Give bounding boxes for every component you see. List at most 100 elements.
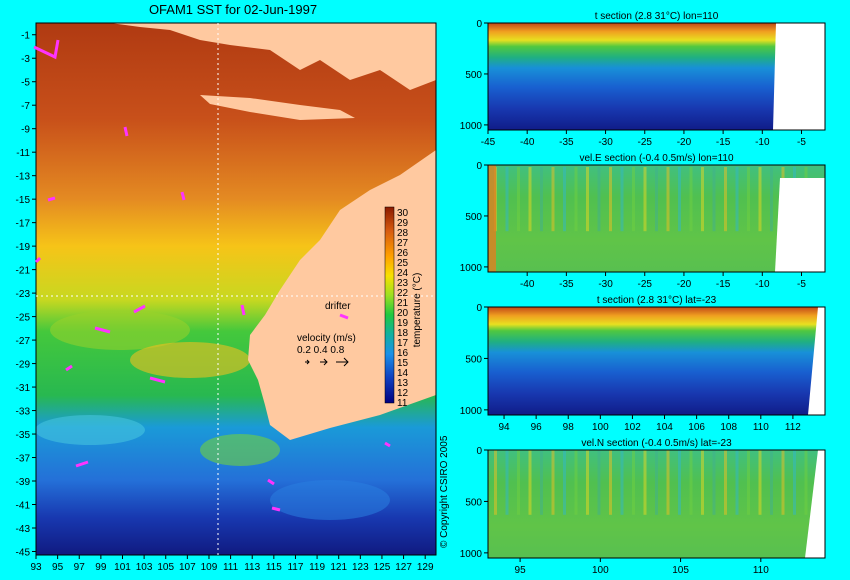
velocity-stripe bbox=[735, 450, 739, 515]
eddy-feature bbox=[270, 480, 390, 520]
velocity-stripe bbox=[597, 167, 601, 232]
velocity-stripe bbox=[574, 450, 578, 515]
velocity-stripe bbox=[563, 450, 566, 515]
velocity-stripe bbox=[517, 450, 520, 515]
x-tick-label: 97 bbox=[74, 562, 86, 573]
velocity-stripe bbox=[793, 450, 796, 515]
velocity-stripe bbox=[747, 167, 750, 232]
velocity-stripe bbox=[678, 167, 681, 232]
map-y-axis: -1 -3 -5 -7 -9 -11 -13 -15 -17 -19 -21 -23 -25 -27 -29… bbox=[16, 31, 36, 558]
drifter-track bbox=[65, 364, 73, 372]
velocity-stripe bbox=[666, 450, 670, 515]
y-tick-label: -35 bbox=[16, 430, 31, 441]
arrow-0.8 bbox=[336, 357, 349, 367]
drifter-track bbox=[267, 478, 275, 486]
y-tick-label: -5 bbox=[21, 78, 30, 89]
colorbar-tick-label: 11 bbox=[397, 398, 408, 409]
drifter-track bbox=[123, 126, 129, 137]
velocity-stripe bbox=[551, 167, 555, 232]
drifter-track bbox=[149, 376, 166, 384]
x-tick-label: 119 bbox=[309, 562, 325, 573]
velocity-stripe bbox=[540, 450, 543, 515]
velocity-stripe bbox=[632, 450, 635, 515]
y-tick-label: -43 bbox=[16, 524, 31, 535]
y-tick-label: 1000 bbox=[460, 406, 483, 417]
colorbar-tick-label: 24 bbox=[397, 268, 409, 279]
y-tick-label: -1 bbox=[21, 31, 30, 42]
section-frame bbox=[487, 22, 826, 131]
colorbar-tick-label: 25 bbox=[397, 258, 409, 269]
velocity-stripe bbox=[747, 450, 750, 515]
eddy-feature bbox=[50, 310, 190, 350]
x-tick-label: -30 bbox=[598, 137, 613, 148]
drifter-track bbox=[240, 304, 246, 316]
y-tick-label: -25 bbox=[16, 313, 31, 324]
velocity-stripe bbox=[620, 167, 624, 232]
velocity-stripe bbox=[609, 167, 612, 232]
x-tick-label: 123 bbox=[352, 562, 369, 573]
colorbar-tick-label: 17 bbox=[397, 338, 409, 349]
colorbar-tick-label: 12 bbox=[397, 388, 409, 399]
velocity-stripe bbox=[758, 167, 762, 232]
colorbar-tick-label: 19 bbox=[397, 318, 409, 329]
drifter-tracks bbox=[33, 39, 391, 512]
y-tick-label: -45 bbox=[16, 547, 31, 558]
section-panel-2: vel.E section (-0.4 0.5m/s) lon=110 -40 -3… bbox=[460, 153, 826, 290]
y-tick-label: -17 bbox=[16, 219, 31, 230]
velocity-stripe bbox=[758, 450, 762, 515]
x-tick-label: -10 bbox=[755, 137, 770, 148]
y-tick-label: -21 bbox=[16, 266, 31, 277]
velocity-stripe bbox=[574, 167, 578, 232]
velocity-stripe bbox=[609, 450, 612, 515]
y-tick-label: 1000 bbox=[460, 263, 483, 274]
x-tick-label: 95 bbox=[52, 562, 64, 573]
colorbar-ramp bbox=[384, 206, 395, 404]
velocity-stripe bbox=[689, 167, 693, 232]
x-tick-label: 117 bbox=[287, 562, 303, 573]
velocity-stripe bbox=[701, 450, 704, 515]
x-tick-label: -5 bbox=[797, 279, 806, 290]
drifter-track bbox=[33, 39, 60, 60]
y-tick-label: 500 bbox=[465, 70, 482, 81]
map-title: OFAM1 SST for 02-Jun-1997 bbox=[149, 2, 317, 17]
y-tick-label: 1000 bbox=[460, 549, 483, 560]
x-tick-label: 112 bbox=[785, 422, 801, 433]
x-tick-label: 129 bbox=[417, 562, 434, 573]
y-tick-label: 0 bbox=[476, 19, 482, 30]
y-tick-label: -19 bbox=[16, 242, 31, 253]
section-field bbox=[488, 307, 825, 415]
colorbar-tick-label: 22 bbox=[397, 288, 409, 299]
land-mask bbox=[775, 178, 825, 272]
velocity-stripe bbox=[505, 167, 509, 232]
drifter-track bbox=[339, 313, 349, 320]
velocity-stripe bbox=[528, 167, 532, 232]
land-indonesia bbox=[36, 23, 436, 90]
velocity-stripe bbox=[678, 450, 681, 515]
y-tick-label: 0 bbox=[476, 446, 482, 457]
y-tick-label: 0 bbox=[476, 161, 482, 172]
x-tick-label: 104 bbox=[656, 422, 673, 433]
x-tick-label: -5 bbox=[797, 137, 806, 148]
land-mask bbox=[773, 23, 825, 130]
x-tick-label: -15 bbox=[716, 279, 731, 290]
velocity-stripe bbox=[735, 167, 739, 232]
drifter-track bbox=[94, 326, 111, 334]
x-tick-label: 99 bbox=[95, 562, 107, 573]
velocity-stripe bbox=[701, 167, 704, 232]
x-tick-label: 113 bbox=[244, 562, 260, 573]
colorbar-tick-label: 14 bbox=[397, 368, 409, 379]
x-tick-label: 100 bbox=[592, 565, 609, 576]
y-tick-label: 1000 bbox=[460, 121, 483, 132]
y-tick-label: -13 bbox=[16, 172, 31, 183]
velocity-stripe bbox=[643, 167, 647, 232]
x-tick-label: 100 bbox=[592, 422, 609, 433]
colorbar-tick-label: 16 bbox=[397, 348, 409, 359]
velocity-stripe bbox=[655, 450, 658, 515]
velocity-stripe bbox=[632, 167, 635, 232]
velocity-stripe bbox=[517, 167, 520, 232]
x-tick-label: 95 bbox=[515, 565, 527, 576]
velocity-stripe bbox=[551, 450, 555, 515]
map-x-axis: 93 95 97 99 101 103 105 107 109 111 113 115 117 119 12… bbox=[30, 555, 434, 573]
eddy-feature bbox=[35, 415, 145, 445]
x-tick-label: -20 bbox=[677, 279, 692, 290]
